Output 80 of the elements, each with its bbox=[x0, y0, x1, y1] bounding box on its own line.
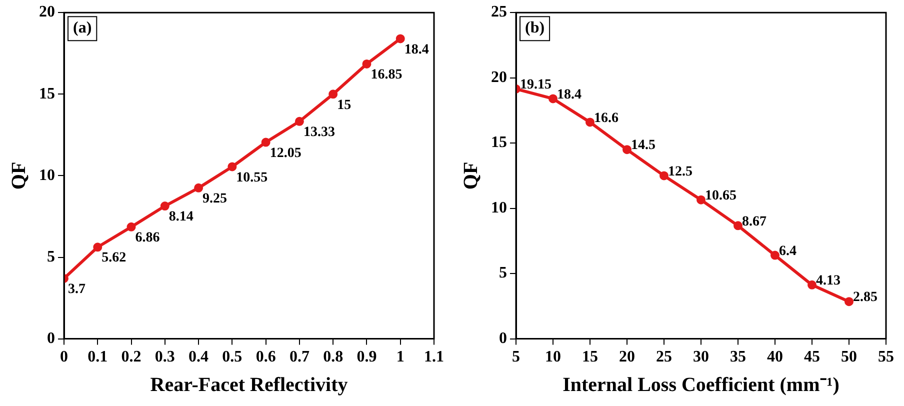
data-label: 14.5 bbox=[631, 138, 656, 154]
x-tick-label: 35 bbox=[730, 348, 746, 366]
y-axis-title: QF bbox=[8, 162, 30, 190]
x-tick-label: 1.1 bbox=[424, 348, 444, 366]
y-tick-label: 15 bbox=[491, 134, 507, 152]
point bbox=[770, 250, 780, 260]
data-label: 18.4 bbox=[557, 87, 582, 102]
y-tick-label: 10 bbox=[491, 199, 507, 216]
point bbox=[734, 221, 742, 230]
data-label: 6.86 bbox=[135, 230, 160, 246]
x-axis-title: Rear-Facet Reflectivity bbox=[150, 374, 348, 396]
x-tick-label: 0.1 bbox=[88, 348, 108, 366]
data-label: 9.25 bbox=[202, 192, 228, 207]
annotation: (a) bbox=[73, 20, 92, 37]
y-tick-label: 0 bbox=[47, 330, 55, 347]
point bbox=[294, 116, 304, 126]
data-label: 16.85 bbox=[370, 68, 402, 83]
y-tick-label: 25 bbox=[491, 4, 507, 21]
y-axis-title: QF bbox=[460, 162, 482, 190]
x-tick-label: 10 bbox=[545, 348, 561, 366]
y-tick-label: 20 bbox=[39, 4, 55, 21]
y-tick-label: 10 bbox=[39, 166, 55, 184]
x-tick-label: 20 bbox=[619, 348, 635, 366]
point bbox=[328, 90, 338, 99]
data-label: 2.85 bbox=[853, 290, 878, 306]
point bbox=[261, 138, 270, 147]
point bbox=[844, 297, 854, 306]
annotation: (b) bbox=[525, 20, 545, 37]
point bbox=[194, 183, 204, 192]
y-tick-label: 5 bbox=[47, 248, 55, 266]
data-label: 4.13 bbox=[816, 274, 840, 289]
y-tick-label: 15 bbox=[39, 85, 55, 102]
x-tick-label: 0.7 bbox=[289, 348, 310, 366]
point bbox=[160, 202, 170, 211]
x-tick-label: 50 bbox=[841, 348, 857, 366]
data-label: 19.15 bbox=[520, 78, 552, 93]
x-tick-label: 0.9 bbox=[356, 348, 377, 366]
data-label: 8.67 bbox=[742, 214, 766, 230]
data-label: 8.14 bbox=[168, 210, 194, 225]
point bbox=[228, 162, 237, 172]
data-label: 12.05 bbox=[270, 146, 302, 161]
point bbox=[660, 171, 668, 180]
point bbox=[622, 145, 632, 154]
x-tick-label: 0.2 bbox=[121, 348, 142, 366]
x-tick-label: 25 bbox=[656, 348, 672, 366]
x-tick-label: 0.5 bbox=[222, 348, 242, 366]
data-label: 6.4 bbox=[779, 244, 796, 259]
x-tick-label: 5 bbox=[512, 348, 520, 366]
x-tick-label: 1 bbox=[396, 348, 404, 366]
x-tick-label: 15 bbox=[582, 348, 598, 366]
point bbox=[548, 94, 558, 104]
data-label: 18.4 bbox=[404, 42, 429, 58]
data-label: 5.62 bbox=[102, 250, 126, 266]
point bbox=[126, 222, 136, 232]
data-label: 16.6 bbox=[594, 110, 618, 126]
x-tick-label: 0.6 bbox=[256, 348, 276, 366]
x-tick-label: 45 bbox=[804, 348, 820, 366]
y-tick-label: 20 bbox=[491, 68, 507, 86]
y-tick-label: 0 bbox=[499, 330, 507, 347]
data-label: 10.65 bbox=[705, 188, 736, 204]
point bbox=[396, 34, 405, 44]
x-tick-label: 0.8 bbox=[323, 348, 344, 366]
x-axis-title: Internal Loss Coefficient (mm⁻¹) bbox=[562, 374, 840, 396]
x-tick-label: 0.4 bbox=[188, 348, 209, 366]
x-tick-label: 55 bbox=[878, 348, 894, 366]
point bbox=[808, 280, 816, 290]
point bbox=[586, 118, 594, 127]
x-tick-label: 30 bbox=[693, 348, 709, 366]
y-tick-label: 5 bbox=[499, 264, 507, 282]
x-tick-label: 0.3 bbox=[154, 348, 175, 366]
x-tick-label: 40 bbox=[767, 348, 783, 366]
point bbox=[93, 242, 102, 252]
data-label: 3.7 bbox=[68, 282, 86, 298]
point bbox=[362, 59, 372, 68]
data-label: 10.55 bbox=[236, 170, 268, 186]
data-label: 13.33 bbox=[303, 124, 335, 140]
x-tick-label: 0 bbox=[60, 348, 68, 366]
data-label: 15 bbox=[337, 98, 352, 113]
data-label: 12.5 bbox=[668, 164, 692, 180]
point bbox=[696, 195, 706, 204]
